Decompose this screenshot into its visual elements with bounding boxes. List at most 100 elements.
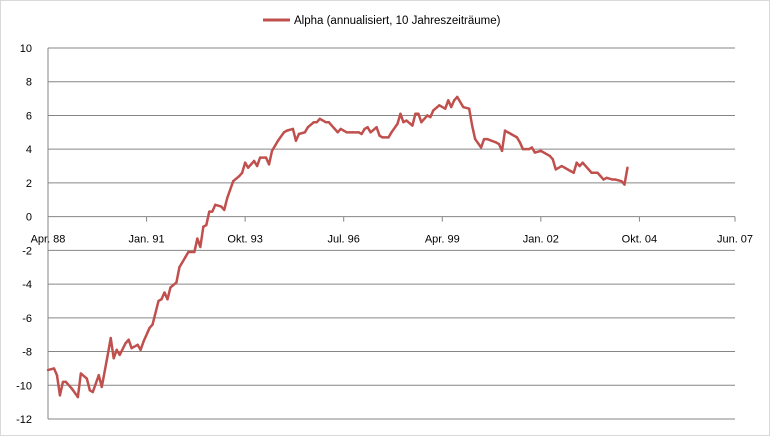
data-point	[614, 178, 617, 181]
data-point	[530, 146, 534, 149]
y-tick-label: -8	[22, 347, 32, 359]
data-point	[127, 338, 130, 341]
data-point	[160, 298, 163, 301]
gridlines	[48, 47, 735, 420]
data-point	[79, 372, 83, 375]
x-tick-label: Apr. 88	[31, 234, 66, 246]
data-point	[91, 390, 95, 394]
data-point	[148, 326, 151, 330]
data-point	[324, 121, 327, 124]
data-point	[503, 129, 507, 132]
data-point	[276, 139, 280, 142]
data-point	[402, 121, 405, 124]
data-point	[470, 124, 474, 127]
data-point	[243, 161, 247, 164]
data-point	[118, 353, 121, 357]
data-point	[303, 131, 307, 134]
data-point	[315, 121, 319, 124]
x-tick-label: Apr. 99	[425, 234, 460, 246]
data-point	[587, 168, 590, 171]
data-point	[297, 132, 301, 136]
data-point	[494, 141, 498, 144]
data-point	[620, 180, 623, 183]
data-point	[333, 127, 336, 131]
data-point	[378, 134, 381, 137]
y-tick-label: 6	[26, 110, 32, 122]
x-tick-label: Okt. 93	[227, 234, 262, 246]
data-point	[605, 176, 608, 180]
data-point	[252, 159, 256, 163]
y-tick-label: 2	[26, 178, 32, 190]
data-point	[345, 131, 348, 134]
data-point	[447, 99, 450, 102]
data-point	[599, 174, 602, 178]
data-point	[485, 137, 489, 141]
data-point	[264, 156, 268, 159]
data-point	[426, 114, 429, 117]
x-tick-label: Jun. 07	[717, 234, 753, 246]
data-point	[429, 115, 432, 119]
data-point	[211, 210, 214, 213]
data-point	[64, 380, 68, 384]
data-point	[231, 180, 235, 183]
data-point	[199, 245, 202, 249]
legend-label: Alpha (annualisiert, 10 Jahreszeiträume)	[294, 15, 501, 27]
y-axis-ticks: -12 -10 -8 -6 -4 -2 0 2 4 6 8 10	[16, 43, 32, 426]
data-point	[255, 164, 259, 168]
data-point	[405, 119, 408, 122]
x-tick-label: Jan. 91	[129, 234, 165, 246]
data-point	[226, 196, 229, 200]
data-point	[432, 109, 435, 112]
data-point	[357, 131, 360, 134]
data-point	[139, 348, 142, 352]
data-point	[360, 132, 363, 136]
data-point	[52, 367, 56, 370]
data-point	[58, 394, 62, 397]
data-point	[560, 164, 563, 168]
data-point	[396, 122, 399, 126]
data-point	[467, 107, 471, 110]
data-point	[70, 387, 74, 390]
data-point	[237, 174, 241, 178]
y-tick-label: -10	[16, 380, 32, 392]
data-point	[285, 129, 289, 132]
y-tick-label: 0	[26, 212, 32, 224]
data-point	[166, 298, 169, 301]
data-point	[596, 171, 599, 174]
data-point	[444, 107, 447, 110]
data-point	[351, 131, 354, 134]
data-point	[270, 149, 274, 153]
data-point	[61, 380, 65, 384]
data-point	[85, 377, 89, 380]
data-point	[414, 112, 417, 115]
data-point	[473, 137, 477, 141]
data-point	[336, 131, 339, 134]
data-point	[569, 169, 572, 173]
data-point	[509, 132, 513, 136]
data-point	[581, 161, 584, 164]
data-point	[240, 171, 244, 174]
y-tick-label: -6	[22, 313, 32, 325]
x-axis: Apr. 88 Jan. 91 Okt. 93 Jul. 96 Apr. 99 Jan. …	[31, 216, 753, 246]
data-point	[294, 139, 298, 142]
y-tick-label: 4	[26, 144, 32, 156]
data-point	[55, 373, 59, 377]
data-point	[306, 126, 310, 129]
data-point	[327, 121, 330, 124]
data-point	[220, 205, 223, 208]
data-point	[417, 112, 420, 115]
data-point	[97, 373, 100, 377]
y-tick-label: -12	[16, 414, 32, 426]
data-point	[100, 385, 103, 389]
data-point	[381, 136, 384, 139]
data-point	[515, 136, 519, 139]
data-point	[497, 142, 501, 146]
x-tick-label: Jan. 02	[523, 234, 559, 246]
data-point	[169, 286, 172, 289]
data-point	[223, 208, 226, 212]
data-point	[46, 368, 50, 372]
data-point	[363, 127, 366, 131]
data-point	[563, 166, 566, 169]
y-tick-label: -2	[22, 245, 32, 257]
data-point	[88, 389, 92, 392]
